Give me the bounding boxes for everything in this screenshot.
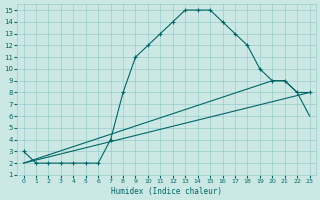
X-axis label: Humidex (Indice chaleur): Humidex (Indice chaleur): [111, 187, 222, 196]
